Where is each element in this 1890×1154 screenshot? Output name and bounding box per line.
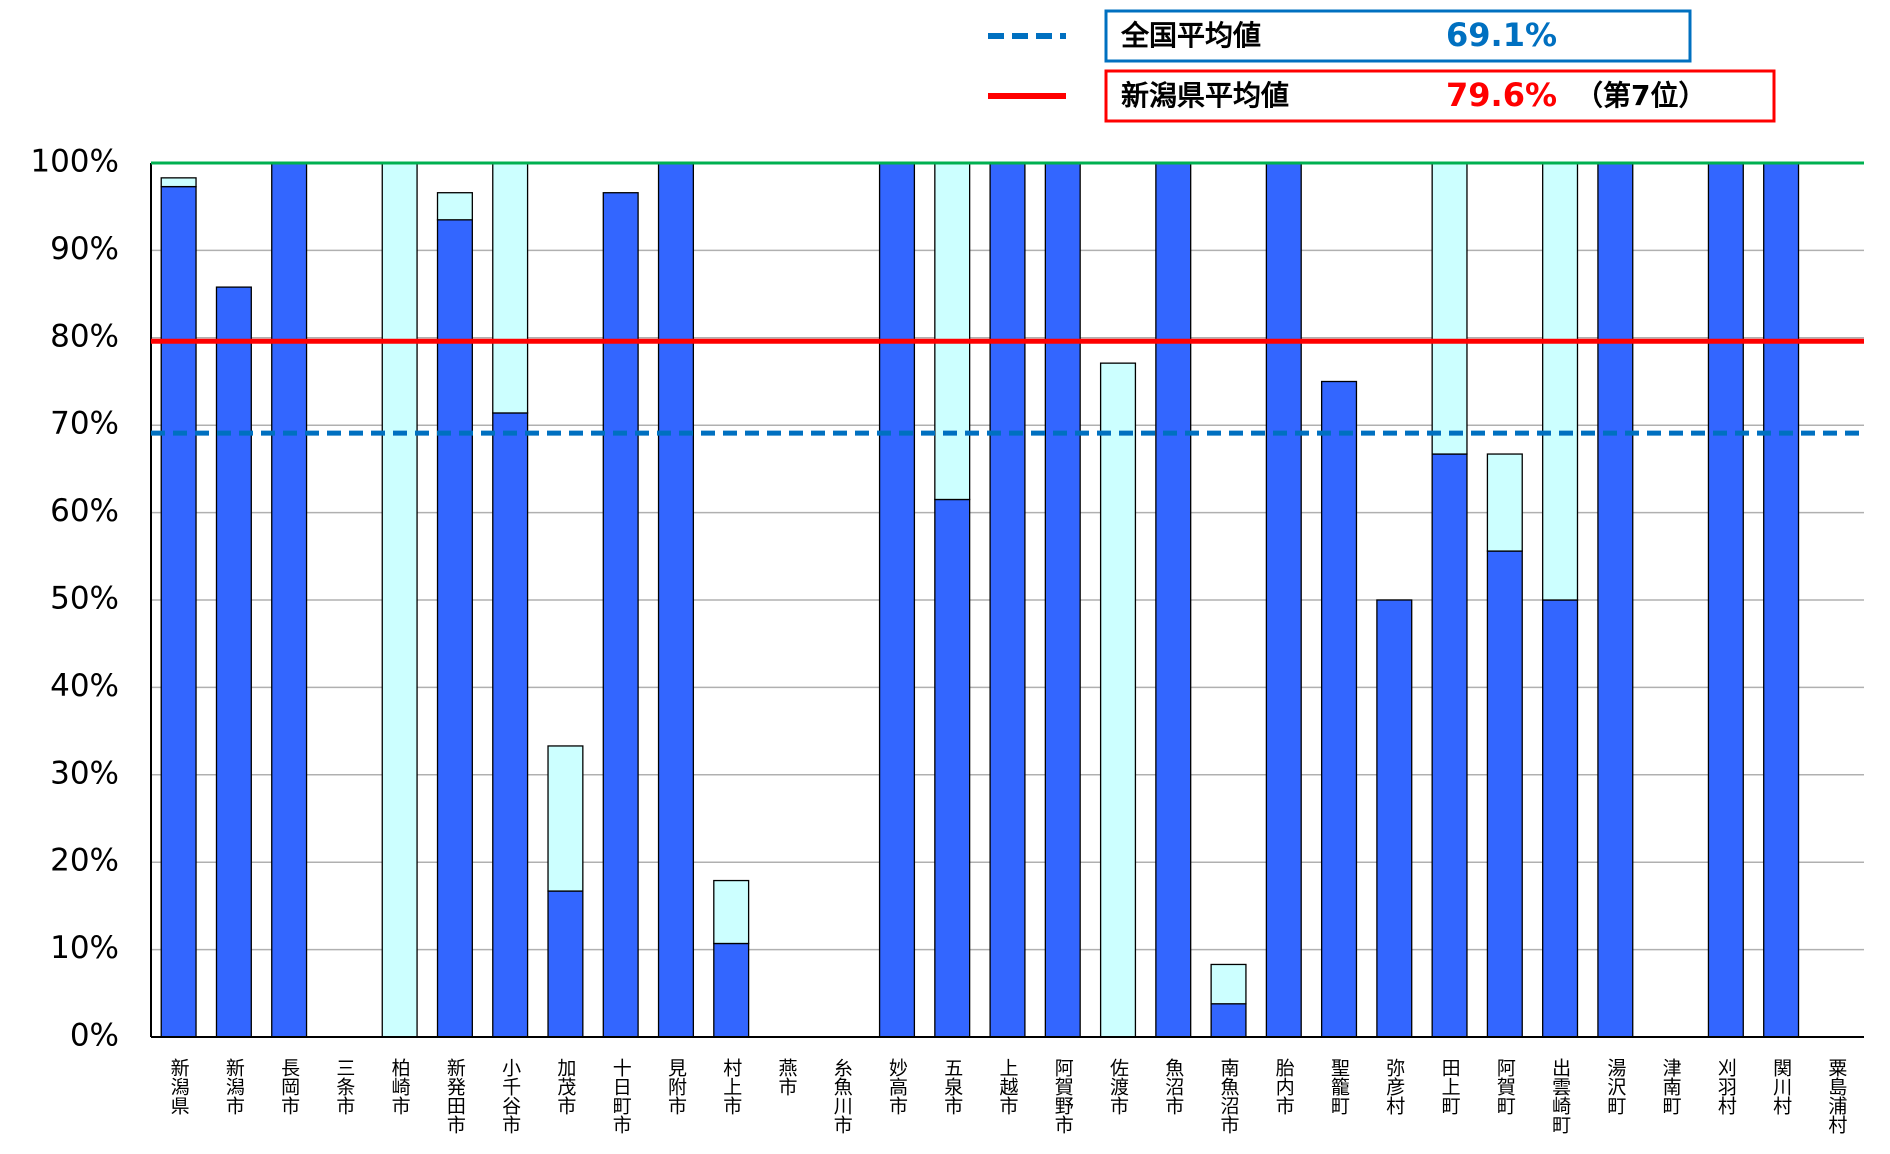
x-tick-label: 胎内市: [1273, 1058, 1295, 1115]
legend-note: （第7位）: [1575, 79, 1706, 112]
y-tick-label: 80%: [50, 318, 119, 354]
x-tick-label: 村上市: [720, 1058, 742, 1115]
x-tick-label: 田上町: [1439, 1058, 1461, 1115]
bar-segment: [1155, 162, 1192, 1038]
x-tick-label: 関川村: [1770, 1058, 1792, 1115]
bar-segment: [492, 162, 529, 414]
bar-segment: [1044, 162, 1081, 1038]
bar-segment: [1486, 453, 1523, 552]
x-tick-label: 小千谷市: [499, 1058, 521, 1134]
bar-segment: [1707, 162, 1744, 1038]
x-tick-label: 燕市: [775, 1058, 797, 1096]
x-tick-label: 刈羽村: [1715, 1058, 1737, 1115]
x-tick-label: 弥彦村: [1383, 1058, 1405, 1115]
legend-value: 79.6%: [1446, 76, 1557, 114]
x-tick-label: 柏崎市: [389, 1058, 411, 1115]
bar-segment: [436, 192, 473, 221]
y-tick-label: 60%: [50, 493, 119, 529]
bar-segment: [381, 162, 418, 1038]
x-tick-label: 出雲崎町: [1549, 1058, 1571, 1134]
legend-box: [1104, 9, 1692, 63]
bar-segment: [1542, 599, 1579, 1038]
bar-segment: [989, 162, 1026, 1038]
bar-segment: [215, 286, 252, 1038]
x-tick-label: 津南町: [1660, 1058, 1682, 1115]
bar-segment: [1210, 963, 1247, 1005]
x-tick-label: 妙高市: [886, 1058, 908, 1115]
bar-segment: [547, 745, 584, 892]
x-tick-label: 新潟県: [168, 1058, 190, 1115]
bar-segment: [657, 162, 695, 1038]
x-tick-label: 三条市: [333, 1058, 355, 1115]
bar-segment: [1099, 362, 1137, 1038]
bar-segment: [1320, 380, 1358, 1038]
y-tick-label: 0%: [70, 1018, 119, 1054]
bar-segment: [1542, 162, 1579, 601]
legend-box: [1104, 69, 1776, 123]
y-tick-label: 20%: [50, 843, 119, 879]
x-tick-label: 南魚沼市: [1218, 1058, 1240, 1134]
bar-segment: [160, 185, 197, 1038]
bar-segment: [878, 162, 916, 1038]
x-tick-label: 佐渡市: [1107, 1058, 1129, 1115]
x-tick-label: 聖籠町: [1328, 1058, 1350, 1115]
bar-segment: [160, 177, 197, 188]
y-tick-label: 30%: [50, 755, 119, 791]
legend-value: 69.1%: [1446, 16, 1557, 54]
bar-segment: [1265, 162, 1302, 1038]
legend-label: 新潟県平均値: [1121, 79, 1289, 112]
bar-segment: [1486, 550, 1523, 1038]
y-tick-label: 40%: [50, 668, 119, 704]
bar-segment: [492, 412, 529, 1038]
y-tick-label: 100%: [30, 144, 119, 180]
x-tick-label: 上越市: [997, 1058, 1019, 1115]
bar-segment: [713, 879, 750, 945]
x-tick-label: 新発田市: [444, 1058, 466, 1134]
bar-segment: [547, 890, 584, 1038]
bar-segment: [271, 162, 308, 1038]
x-tick-label: 糸魚川市: [831, 1058, 853, 1134]
y-tick-label: 10%: [50, 930, 119, 966]
bar-segment: [713, 942, 750, 1038]
bar-segment: [934, 162, 971, 501]
bar-segment: [1763, 162, 1800, 1038]
x-tick-label: 魚沼市: [1162, 1058, 1184, 1115]
legend-label: 全国平均値: [1120, 19, 1261, 52]
bar-segment: [934, 498, 971, 1038]
bar-segment: [1431, 453, 1468, 1038]
x-tick-label: 粟島浦村: [1825, 1058, 1847, 1134]
x-tick-label: 新潟市: [223, 1058, 245, 1115]
bar-segment: [1597, 162, 1634, 1038]
x-tick-label: 阿賀町: [1494, 1058, 1516, 1115]
x-tick-label: 湯沢町: [1604, 1058, 1626, 1115]
x-tick-label: 見附市: [665, 1058, 687, 1115]
bar-segment: [1431, 162, 1468, 455]
x-tick-label: 五泉市: [941, 1058, 963, 1115]
bar-segment: [1210, 1003, 1247, 1038]
y-tick-label: 90%: [50, 231, 119, 267]
bar-segment: [602, 192, 639, 1038]
bar-segment: [1376, 599, 1413, 1038]
x-tick-label: 阿賀野市: [1052, 1058, 1074, 1134]
x-tick-label: 加茂市: [554, 1058, 576, 1115]
bar-segment: [436, 219, 473, 1038]
y-tick-label: 70%: [50, 406, 119, 442]
x-tick-label: 長岡市: [278, 1058, 300, 1115]
x-tick-label: 十日町市: [610, 1058, 632, 1134]
y-tick-label: 50%: [50, 581, 119, 617]
